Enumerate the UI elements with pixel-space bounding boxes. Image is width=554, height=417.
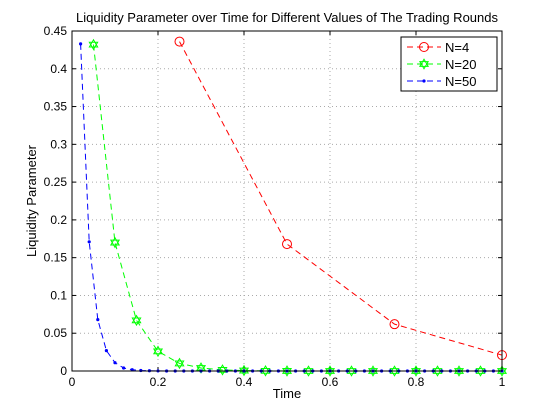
data-point (389, 365, 400, 377)
legend-item: N=50 (407, 74, 476, 89)
legend-item: N=20 (407, 57, 476, 72)
y-tick-label: 0 (60, 364, 67, 378)
y-tick-label: 0.1 (50, 288, 67, 302)
data-point (109, 236, 121, 249)
y-tick-label: 0.2 (50, 213, 67, 227)
data-point (432, 365, 443, 377)
data-point (281, 365, 293, 377)
series-1 (174, 36, 507, 361)
legend-marker (422, 79, 426, 83)
data-point (174, 36, 185, 47)
data-point (87, 240, 91, 244)
y-axis-label: Liquidity Parameter (24, 144, 39, 257)
data-point (475, 365, 486, 377)
x-tick-label: 0.4 (236, 375, 253, 389)
data-point (113, 361, 117, 365)
x-tick-label: 0.2 (150, 375, 167, 389)
data-point (410, 365, 422, 377)
legend-label: N=20 (445, 57, 476, 72)
data-point (122, 366, 126, 370)
legend-label: N=50 (445, 74, 476, 89)
y-tick-label: 0.3 (50, 137, 67, 151)
axis-ticks: 0 0.2 0.4 0.6 0.8 1 0 0.05 0.1 0.15 0.2 0.25 0.3 0.35… (44, 24, 506, 389)
data-point (131, 314, 142, 327)
legend: N=4 N=20 N=50 (400, 36, 498, 92)
data-point (104, 349, 108, 353)
x-tick-label: 1 (499, 375, 506, 389)
data-point (303, 365, 314, 377)
y-tick-label: 0.25 (44, 175, 68, 189)
data-point (346, 365, 357, 377)
data-point (139, 368, 143, 373)
data-point (88, 38, 99, 51)
legend-marker (418, 58, 430, 70)
data-point (238, 364, 250, 377)
y-tick-label: 0.4 (50, 62, 67, 76)
series-line (179, 41, 503, 356)
y-tick-label: 0.05 (44, 326, 68, 340)
x-tick-label: 0 (69, 375, 76, 389)
data-point (282, 239, 292, 250)
x-axis-label: Time (273, 386, 301, 401)
data-point (96, 318, 100, 322)
x-tick-label: 0.8 (408, 375, 425, 389)
chart-title: Liquidity Parameter over Time for Differ… (76, 10, 498, 25)
y-tick-label: 0.35 (44, 100, 68, 114)
data-point (174, 357, 185, 370)
data-point (152, 345, 164, 358)
data-point (389, 319, 400, 330)
data-point (324, 365, 336, 377)
legend-box (400, 36, 498, 92)
x-tick-label: 0.6 (322, 375, 339, 389)
y-tick-label: 0.15 (44, 251, 68, 265)
data-point (79, 42, 83, 46)
legend-item: N=4 (407, 40, 469, 55)
legend-label: N=4 (445, 40, 469, 55)
plot-frame (71, 30, 503, 372)
legend-marker (419, 42, 429, 52)
data-point (260, 365, 271, 377)
y-tick-label: 0.45 (44, 24, 68, 38)
data-point (453, 365, 465, 377)
data-point (367, 365, 379, 377)
